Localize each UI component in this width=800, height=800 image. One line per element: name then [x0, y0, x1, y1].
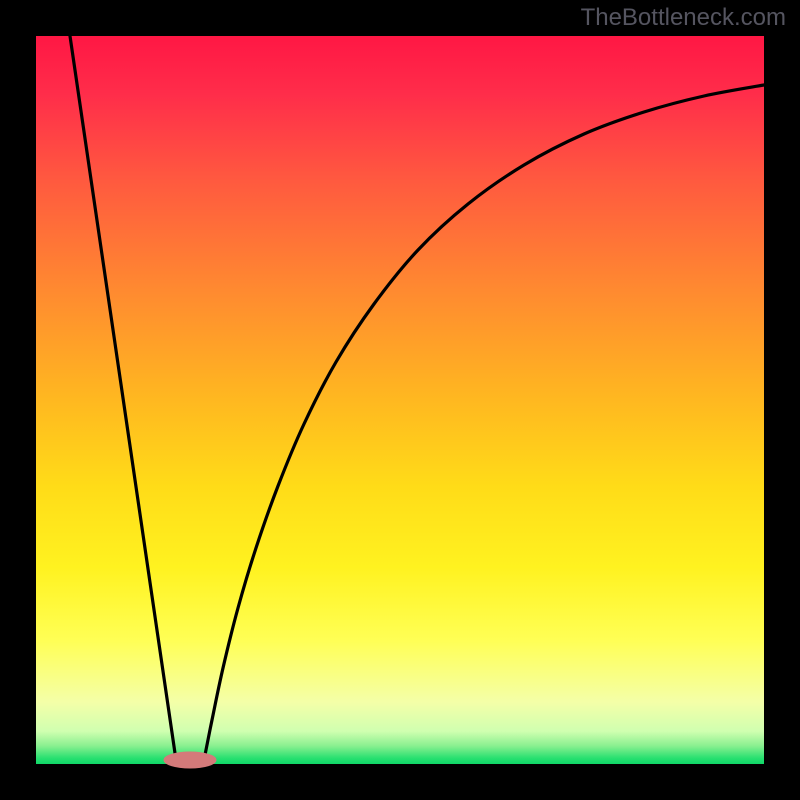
chart-container: TheBottleneck.com — [0, 0, 800, 800]
minimum-marker — [164, 752, 216, 768]
bottleneck-chart — [0, 0, 800, 800]
plot-area — [36, 36, 764, 764]
watermark-text: TheBottleneck.com — [581, 4, 786, 32]
